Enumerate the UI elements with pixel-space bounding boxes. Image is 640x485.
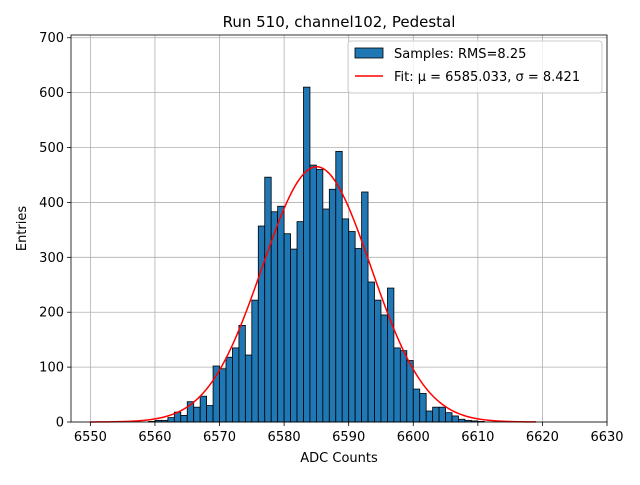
x-tick-label: 6630 bbox=[590, 430, 623, 445]
y-tick-label: 500 bbox=[39, 141, 64, 156]
histogram-bar bbox=[238, 324, 246, 423]
histogram-bar bbox=[225, 356, 233, 423]
histogram-bar bbox=[244, 354, 253, 423]
histogram-bar bbox=[374, 299, 382, 423]
histogram-bar bbox=[451, 415, 459, 423]
histogram-bar bbox=[399, 350, 408, 423]
y-tick-label: 200 bbox=[39, 306, 64, 321]
legend-samples-label: Samples: RMS=8.25 bbox=[394, 47, 526, 62]
histogram-bar bbox=[206, 405, 214, 423]
histogram-bar bbox=[341, 218, 350, 423]
histogram-bar bbox=[348, 231, 356, 423]
histogram-bar bbox=[438, 406, 446, 423]
y-tick-label: 100 bbox=[39, 361, 64, 376]
histogram-bar bbox=[309, 164, 317, 423]
x-axis-label: ADC Counts bbox=[300, 451, 378, 466]
fit-curve bbox=[90, 165, 536, 423]
legend-samples-swatch bbox=[354, 47, 384, 59]
legend-box bbox=[347, 40, 603, 94]
histogram-bar bbox=[167, 417, 175, 423]
y-tick-label: 400 bbox=[39, 196, 64, 211]
x-tick-label: 6610 bbox=[461, 430, 494, 445]
histogram-bar bbox=[219, 368, 227, 423]
y-tick-label: 300 bbox=[39, 251, 64, 266]
histogram-bar bbox=[419, 393, 427, 423]
histogram-bar bbox=[180, 415, 188, 423]
axis-ticks: 6550 6560 6570 6580 6590 6600 6610 6620 6630 0 100… bbox=[39, 31, 623, 445]
histogram-bar bbox=[303, 86, 311, 423]
histogram-bar bbox=[315, 169, 324, 423]
histogram-bar bbox=[264, 176, 272, 423]
histogram-bar bbox=[328, 188, 337, 423]
y-axis-label: Entries bbox=[15, 206, 30, 252]
histogram-bar bbox=[290, 248, 298, 423]
histogram-bar bbox=[412, 388, 421, 423]
histogram-bars bbox=[148, 86, 485, 423]
x-tick-label: 6580 bbox=[268, 430, 301, 445]
y-tick-label: 0 bbox=[56, 416, 64, 431]
histogram-bar bbox=[199, 395, 208, 423]
histogram-bar bbox=[193, 406, 201, 423]
histogram-bar bbox=[393, 347, 401, 423]
x-tick-label: 6570 bbox=[203, 430, 236, 445]
histogram-bar bbox=[445, 412, 453, 423]
histogram-bar bbox=[257, 225, 266, 423]
histogram-bar bbox=[406, 360, 414, 423]
x-tick-label: 6620 bbox=[526, 430, 559, 445]
y-tick-label: 600 bbox=[39, 86, 64, 101]
chart-title: Run 510, channel102, Pedestal bbox=[223, 13, 456, 31]
histogram-bar bbox=[458, 418, 466, 423]
histogram-bar bbox=[296, 221, 304, 423]
histogram-bar bbox=[361, 191, 369, 423]
x-tick-label: 6600 bbox=[397, 430, 430, 445]
legend-fit-label: Fit: μ = 6585.033, σ = 8.421 bbox=[394, 70, 580, 85]
histogram-bar bbox=[283, 233, 291, 423]
histogram-bar bbox=[277, 205, 285, 423]
x-tick-label: 6560 bbox=[138, 430, 171, 445]
histogram-bar bbox=[367, 281, 375, 423]
histogram-bar bbox=[425, 410, 434, 423]
histogram-bar bbox=[432, 406, 440, 423]
histogram-bar bbox=[380, 314, 388, 423]
y-tick-label: 700 bbox=[39, 31, 64, 46]
histogram-bar bbox=[322, 208, 330, 423]
histogram-bar bbox=[354, 248, 363, 423]
histogram-bar bbox=[270, 211, 279, 423]
legend: Samples: RMS=8.25 Fit: μ = 6585.033, σ =… bbox=[347, 40, 603, 94]
x-tick-label: 6550 bbox=[74, 430, 107, 445]
histogram-bar bbox=[387, 287, 395, 423]
x-tick-label: 6590 bbox=[332, 430, 365, 445]
axes-frame bbox=[70, 34, 608, 423]
histogram-bar bbox=[251, 299, 259, 423]
histogram-bar bbox=[232, 347, 240, 423]
